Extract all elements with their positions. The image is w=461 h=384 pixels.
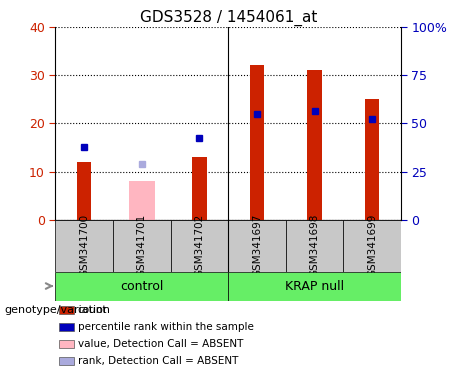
Bar (228, 220, 286, 271)
Bar (343, 220, 401, 271)
Text: count: count (78, 305, 107, 315)
Text: GSM341698: GSM341698 (310, 214, 319, 277)
Bar (307, 70, 322, 220)
Bar (59, 357, 74, 366)
Text: control: control (120, 280, 164, 293)
Text: value, Detection Call = ABSENT: value, Detection Call = ABSENT (78, 339, 243, 349)
Bar (129, 181, 155, 220)
Bar (55, 271, 228, 301)
Title: GDS3528 / 1454061_at: GDS3528 / 1454061_at (140, 9, 317, 25)
Text: percentile rank within the sample: percentile rank within the sample (78, 322, 254, 332)
Bar (59, 323, 74, 331)
Text: GSM341700: GSM341700 (79, 214, 89, 277)
Bar (59, 306, 74, 314)
Text: GSM341702: GSM341702 (195, 214, 204, 277)
Bar (286, 220, 343, 271)
Bar (59, 340, 74, 348)
Text: KRAP null: KRAP null (285, 280, 344, 293)
Bar (171, 220, 228, 271)
Bar (113, 220, 171, 271)
Bar (250, 66, 264, 220)
Bar (228, 271, 401, 301)
Text: rank, Detection Call = ABSENT: rank, Detection Call = ABSENT (78, 356, 238, 366)
Bar (77, 162, 91, 220)
Text: GSM341699: GSM341699 (367, 214, 377, 277)
Text: genotype/variation: genotype/variation (5, 305, 111, 315)
Text: GSM341697: GSM341697 (252, 214, 262, 277)
Bar (55, 220, 113, 271)
Bar (365, 99, 379, 220)
Bar (192, 157, 207, 220)
Text: GSM341701: GSM341701 (137, 214, 147, 277)
